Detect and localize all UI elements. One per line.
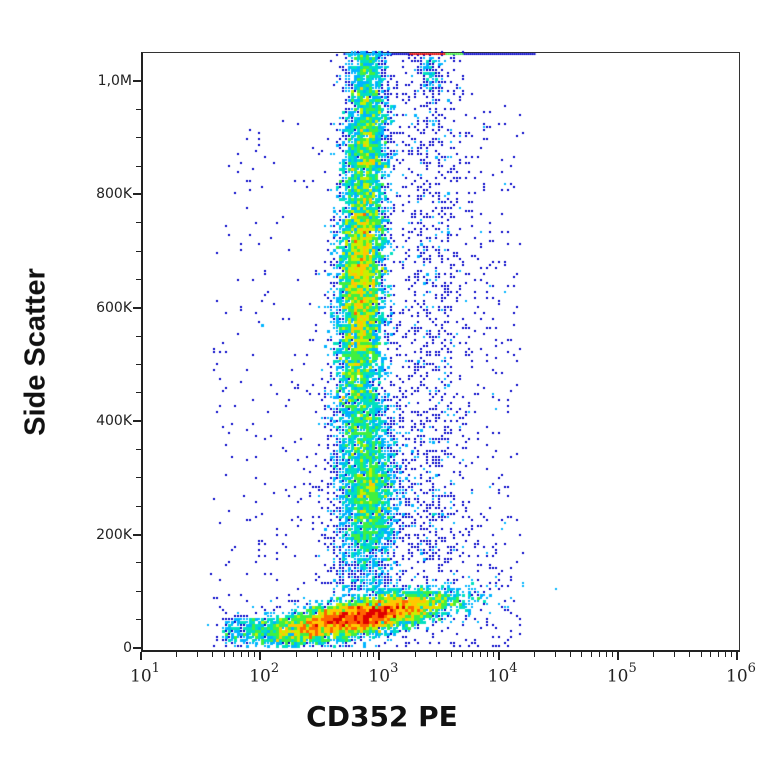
- y-major-tick: [133, 80, 141, 82]
- x-minor-tick: [360, 652, 362, 657]
- y-minor-tick: [136, 364, 141, 365]
- x-minor-tick: [710, 652, 712, 657]
- y-minor-tick: [136, 137, 141, 139]
- x-tick-label: 102: [249, 661, 280, 687]
- x-major-tick: [497, 652, 500, 660]
- x-minor-tick: [367, 652, 369, 657]
- x-minor-tick: [352, 652, 354, 657]
- x-tick-label: 101: [130, 661, 160, 687]
- y-minor-tick: [136, 562, 141, 564]
- x-minor-tick: [569, 652, 571, 657]
- y-tick-label: 0: [123, 640, 132, 656]
- x-tick-label: 103: [368, 661, 399, 687]
- x-minor-tick: [176, 652, 178, 657]
- x-major-tick: [259, 652, 262, 660]
- x-major-tick: [140, 652, 142, 660]
- x-minor-tick: [212, 652, 214, 657]
- x-minor-tick: [197, 652, 199, 657]
- y-tick-label: 200K: [96, 526, 132, 543]
- y-major-tick: [133, 420, 141, 423]
- x-minor-tick: [724, 652, 726, 657]
- y-minor-tick: [136, 619, 141, 621]
- x-minor-tick: [373, 652, 375, 657]
- x-minor-tick: [254, 652, 256, 657]
- x-minor-tick: [462, 652, 464, 657]
- y-major-tick: [133, 306, 141, 309]
- y-major-tick: [133, 193, 141, 196]
- x-tick-label: 105: [606, 661, 637, 687]
- x-minor-tick: [414, 652, 416, 657]
- x-minor-tick: [435, 652, 437, 657]
- y-tick-label: 400K: [96, 413, 132, 430]
- x-minor-tick: [533, 652, 535, 657]
- x-minor-tick: [590, 652, 592, 657]
- x-minor-tick: [331, 652, 333, 657]
- x-minor-tick: [700, 652, 702, 657]
- x-tick-label: 104: [487, 661, 518, 687]
- y-tick-label: 1,0M: [97, 73, 132, 89]
- x-minor-tick: [241, 652, 243, 657]
- x-minor-tick: [718, 652, 720, 657]
- y-minor-tick: [136, 335, 141, 337]
- x-minor-tick: [674, 652, 676, 657]
- y-minor-tick: [136, 505, 141, 507]
- x-minor-tick: [689, 652, 691, 657]
- x-minor-tick: [450, 652, 452, 657]
- x-minor-tick: [554, 652, 556, 657]
- y-major-tick: [133, 533, 141, 536]
- x-minor-tick: [343, 652, 345, 657]
- y-minor-tick: [136, 165, 141, 167]
- x-minor-tick: [248, 652, 250, 657]
- y-tick-label: 600K: [96, 299, 132, 316]
- x-minor-tick: [223, 652, 225, 657]
- x-tick-label: 106: [726, 661, 756, 687]
- x-minor-tick: [581, 652, 583, 657]
- y-major-tick: [133, 647, 141, 649]
- y-minor-tick: [136, 250, 141, 252]
- x-minor-tick: [233, 652, 235, 657]
- y-axis-title: Side Scatter: [19, 268, 52, 436]
- x-minor-tick: [492, 652, 494, 657]
- y-minor-tick: [136, 392, 141, 394]
- x-minor-tick: [295, 652, 297, 657]
- x-minor-tick: [598, 652, 600, 657]
- x-minor-tick: [605, 652, 607, 657]
- y-minor-tick: [136, 222, 141, 224]
- x-major-tick: [616, 652, 619, 660]
- y-minor-tick: [136, 590, 141, 592]
- x-minor-tick: [731, 652, 733, 657]
- x-major-tick: [736, 652, 738, 660]
- y-minor-tick: [136, 449, 141, 451]
- x-minor-tick: [471, 652, 473, 657]
- x-minor-tick: [479, 652, 481, 657]
- x-axis-title: CD352 PE: [306, 700, 458, 733]
- x-minor-tick: [653, 652, 655, 657]
- y-tick-label: 800K: [96, 186, 132, 203]
- x-major-tick: [378, 652, 381, 660]
- y-minor-tick: [136, 108, 141, 110]
- x-minor-tick: [486, 652, 488, 657]
- x-minor-tick: [611, 652, 613, 657]
- y-minor-tick: [136, 278, 141, 280]
- x-minor-tick: [316, 652, 318, 657]
- y-minor-tick: [136, 477, 141, 479]
